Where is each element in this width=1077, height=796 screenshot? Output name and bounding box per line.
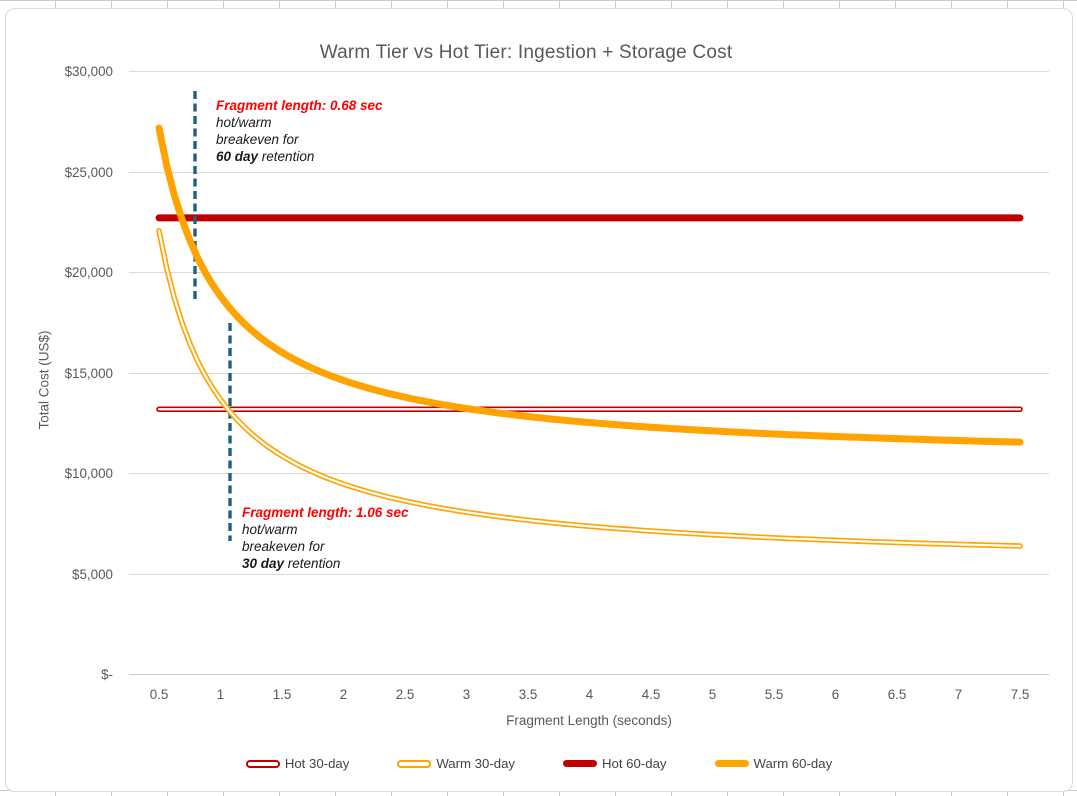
annotation-text: hot/warm xyxy=(216,115,272,130)
legend-label: Hot 60-day xyxy=(602,756,667,771)
legend-label: Warm 60-day xyxy=(753,756,833,771)
x-tick-label: 2.5 xyxy=(395,687,415,702)
y-tick-label: $5,000 xyxy=(72,566,113,582)
x-tick-label: 6.5 xyxy=(887,687,907,702)
annotation-text: 60 day retention xyxy=(216,149,315,164)
legend-label: Hot 30-day xyxy=(284,756,350,771)
x-tick-label: 6 xyxy=(831,687,840,702)
legend-label: Warm 30-day xyxy=(436,756,515,771)
y-tick-label: $15,000 xyxy=(64,365,113,381)
x-tick-label: 5.5 xyxy=(764,687,784,702)
x-tick-label: 3.5 xyxy=(518,687,538,702)
x-tick-label: 1.5 xyxy=(272,687,292,702)
legend-item-warm-60-day: Warm 60-day xyxy=(714,756,833,771)
y-tick-label: $- xyxy=(101,667,113,682)
series-warm-30-day-core xyxy=(157,229,1022,548)
x-tick-label: 0.5 xyxy=(149,687,169,702)
y-axis-title: Total Cost (US$) xyxy=(36,330,52,430)
legend-marker-warm-30-day xyxy=(397,759,432,768)
annotation-title: Fragment length: 0.68 sec xyxy=(216,98,383,113)
legend-item-warm-30-day: Warm 30-day xyxy=(397,756,515,771)
x-tick-label: 7.5 xyxy=(1010,687,1030,702)
x-tick-label: 5 xyxy=(708,687,717,702)
legend-marker-hot-30-day xyxy=(245,759,280,768)
annotation-title: Fragment length: 1.06 sec xyxy=(242,505,409,520)
annotation-text: breakeven for xyxy=(242,539,325,554)
annotation-text: breakeven for xyxy=(216,132,299,147)
legend-marker-warm-60-day xyxy=(714,760,749,767)
legend-item-hot-30-day: Hot 30-day xyxy=(245,756,350,771)
y-tick-label: $30,000 xyxy=(64,64,113,79)
legend-item-hot-60-day: Hot 60-day xyxy=(563,756,667,771)
x-tick-label: 2 xyxy=(339,687,348,702)
x-axis-title: Fragment Length (seconds) xyxy=(506,713,672,728)
x-tick-label: 1 xyxy=(216,687,225,702)
x-tick-label: 7 xyxy=(954,687,963,702)
x-tick-label: 3 xyxy=(462,687,471,702)
annotation-text: hot/warm xyxy=(242,522,298,537)
x-tick-label: 4 xyxy=(585,687,594,702)
chart-title[interactable]: Warm Tier vs Hot Tier: Ingestion + Stora… xyxy=(319,42,733,63)
series-warm-30-day xyxy=(156,228,1023,549)
spreadsheet-row-top xyxy=(0,0,1077,9)
y-tick-label: $25,000 xyxy=(64,164,113,180)
chart-legend[interactable]: Hot 30-day Warm 30-day Hot 60-day Warm 60-d… xyxy=(6,756,1072,771)
annotation-breakeven-60day[interactable]: Fragment length: 0.68 sec hot/warm break… xyxy=(216,97,383,165)
series-warm-60-day xyxy=(155,124,1024,446)
y-tick-label: $10,000 xyxy=(64,466,113,481)
annotation-text: 30 day retention xyxy=(242,556,341,571)
x-tick-label: 4.5 xyxy=(641,687,661,702)
legend-marker-hot-60-day xyxy=(563,760,597,767)
y-tick-label: $20,000 xyxy=(64,265,113,280)
annotation-breakeven-30day[interactable]: Fragment length: 1.06 sec hot/warm break… xyxy=(242,504,409,572)
chart-container[interactable]: Warm Tier vs Hot Tier: Ingestion + Stora… xyxy=(5,8,1073,792)
